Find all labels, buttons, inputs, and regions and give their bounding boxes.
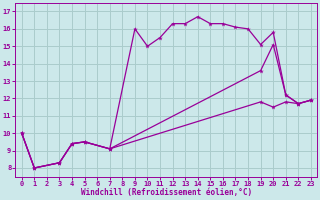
X-axis label: Windchill (Refroidissement éolien,°C): Windchill (Refroidissement éolien,°C) <box>81 188 252 197</box>
